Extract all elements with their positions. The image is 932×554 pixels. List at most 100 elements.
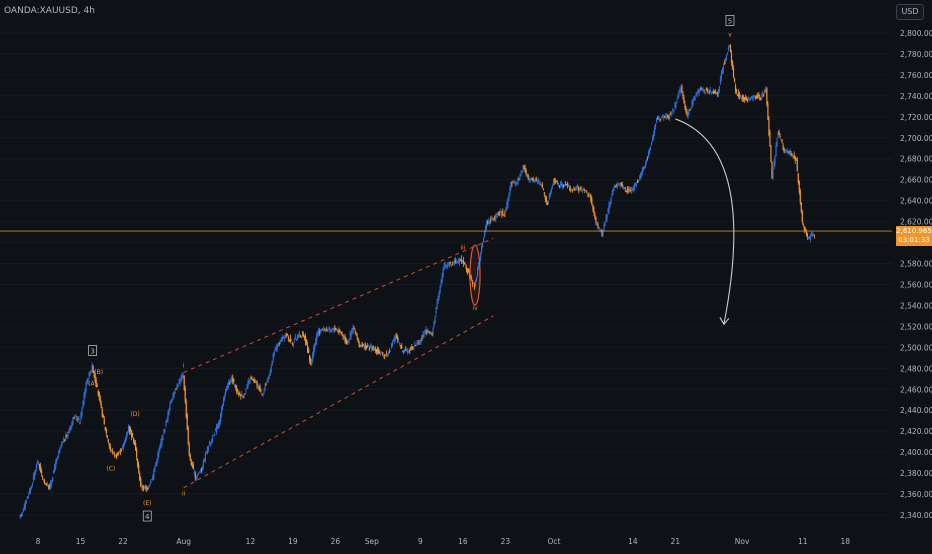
candle-body — [107, 439, 109, 443]
candle-body — [125, 435, 128, 438]
candle-body — [350, 331, 352, 337]
candle-body — [119, 451, 122, 453]
candle-body — [518, 178, 520, 180]
candle-body — [351, 328, 353, 333]
candle-body — [255, 381, 257, 384]
candle-body — [84, 390, 86, 397]
candle-body — [447, 264, 449, 266]
candle-body — [545, 197, 547, 202]
wave-label: iii — [460, 244, 465, 251]
wave-label: i — [183, 363, 185, 370]
candle-body — [705, 89, 707, 91]
candle-body — [768, 118, 770, 135]
candle-body — [85, 383, 87, 392]
candle-body — [311, 360, 313, 365]
candle-body — [42, 479, 45, 481]
candle-body — [792, 155, 794, 157]
candle-body — [476, 268, 479, 277]
candle-body — [140, 477, 142, 487]
candle-body — [722, 66, 725, 71]
candle-body — [727, 47, 730, 51]
candle-body — [558, 186, 561, 188]
candle-body — [700, 87, 702, 90]
candle-body — [319, 331, 321, 333]
x-tick-label: 14 — [628, 537, 638, 546]
candle-body — [737, 92, 740, 97]
x-tick-label: 9 — [418, 537, 423, 546]
candle-body — [437, 296, 439, 302]
candle-body — [36, 461, 39, 463]
candle-body — [628, 188, 630, 192]
y-tick-label: 2,640.000 — [900, 197, 932, 206]
candle-body — [358, 342, 360, 347]
candle-body — [341, 332, 343, 336]
candle-body — [694, 96, 696, 100]
candle-body — [20, 514, 22, 516]
candle-body — [370, 346, 372, 350]
candle-body — [616, 183, 618, 187]
candle-body — [98, 391, 100, 398]
candle-body — [199, 471, 201, 473]
candle-body — [282, 336, 284, 338]
candle-body — [320, 331, 322, 333]
y-tick-label: 2,460.000 — [900, 385, 932, 394]
candle-body — [399, 343, 401, 344]
candle-body — [686, 112, 688, 116]
x-tick-label: 12 — [246, 537, 256, 546]
candle-body — [39, 466, 42, 473]
candle-body — [614, 186, 616, 188]
candle-body — [413, 347, 415, 348]
candle-body — [723, 62, 726, 64]
candle-body — [742, 96, 744, 100]
candle-body — [74, 415, 76, 418]
candle-body — [238, 392, 240, 396]
candle-body — [574, 188, 576, 191]
candle-body — [397, 336, 399, 341]
candle-body — [385, 353, 388, 354]
candle-body — [538, 182, 540, 184]
candle-body — [27, 495, 29, 498]
candle-body — [562, 185, 565, 187]
candle-body — [184, 387, 186, 402]
candle-body — [442, 269, 444, 276]
candle-body — [528, 178, 530, 180]
candle-body — [344, 336, 346, 342]
candle-body — [432, 327, 434, 334]
candle-body — [112, 451, 114, 453]
candle-body — [343, 337, 345, 339]
candle-body — [394, 338, 396, 341]
candle-body — [365, 346, 367, 349]
candle-body — [406, 349, 408, 351]
x-tick-label: 26 — [331, 537, 341, 546]
candle-body — [121, 447, 124, 449]
candle-body — [679, 89, 681, 93]
candle-body — [228, 382, 230, 386]
candle-body — [368, 347, 370, 350]
wave-label: iv — [472, 305, 478, 312]
candle-body — [164, 428, 166, 430]
candle-body — [298, 333, 301, 337]
candle-body — [752, 98, 754, 100]
candle-body — [456, 261, 458, 263]
candle-body — [388, 351, 391, 353]
candle-body — [165, 421, 167, 426]
candle-body — [58, 451, 60, 456]
candle-body — [548, 194, 550, 199]
candle-body — [89, 373, 91, 376]
candle-body — [237, 389, 239, 392]
candle-body — [638, 176, 641, 178]
candle-body — [254, 379, 256, 382]
currency-badge[interactable]: USD — [896, 4, 924, 20]
candle-body — [203, 460, 206, 462]
candle-body — [329, 328, 331, 333]
candle-body — [541, 184, 543, 188]
candle-body — [431, 333, 433, 336]
candle-body — [724, 58, 727, 64]
candle-body — [97, 390, 99, 395]
x-tick-label: Aug — [176, 537, 191, 546]
candle-body — [683, 97, 685, 103]
candle-body — [100, 403, 102, 408]
